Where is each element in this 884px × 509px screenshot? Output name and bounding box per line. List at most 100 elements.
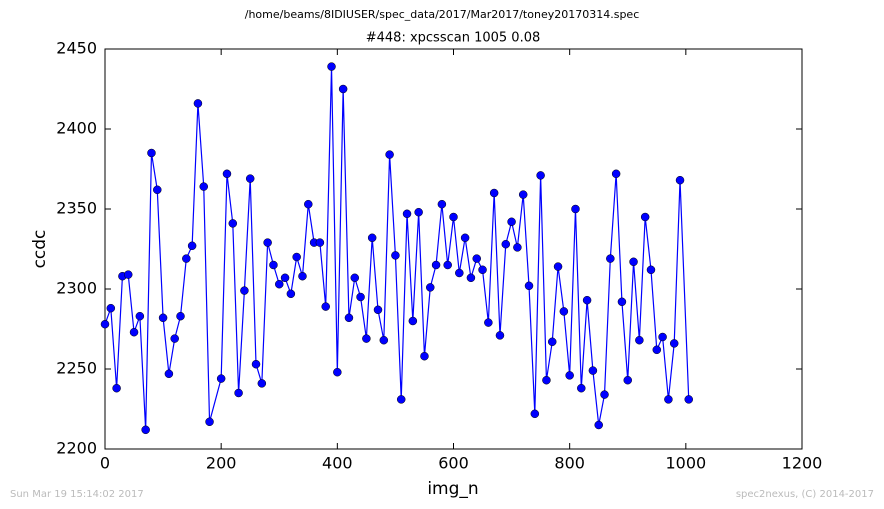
data-point (129, 327, 139, 337)
data-point (251, 359, 261, 369)
data-point (315, 238, 325, 247)
data-point (472, 254, 481, 263)
data-point (600, 390, 609, 399)
data-point (426, 283, 435, 292)
data-point (460, 233, 470, 243)
y-tick-label: 2400 (56, 119, 97, 138)
data-point (216, 374, 226, 383)
data-point (396, 395, 406, 404)
data-point (205, 417, 214, 427)
data-point (158, 313, 168, 323)
x-tick-label: 1000 (665, 454, 706, 473)
data-point (286, 289, 296, 299)
x-tick-label: 0 (100, 454, 110, 473)
data-point (182, 254, 191, 263)
series-line (104, 66, 690, 430)
data-point (420, 351, 429, 361)
y-tick-label: 2450 (56, 39, 97, 58)
data-point (222, 169, 232, 179)
x-tick-label: 600 (438, 454, 469, 473)
data-point (356, 292, 365, 302)
data-point (484, 318, 493, 327)
plot-frame (104, 48, 803, 450)
data-point (684, 395, 693, 404)
data-point (280, 273, 290, 283)
y-axis-label: ccdc (30, 230, 50, 269)
data-point (391, 251, 400, 260)
data-point (478, 265, 487, 275)
data-point (408, 316, 418, 326)
data-point (385, 150, 394, 159)
y-tick-label: 2350 (56, 199, 97, 218)
data-point (234, 388, 243, 398)
data-point (466, 273, 476, 283)
data-point (257, 379, 267, 388)
data-point (414, 207, 423, 217)
data-point (489, 188, 499, 198)
data-point (449, 212, 458, 222)
data-point (646, 265, 656, 275)
data-point (321, 302, 330, 311)
data-point (507, 217, 516, 227)
y-tick-label: 2250 (56, 359, 97, 378)
data-point (100, 319, 110, 329)
x-tick-label: 1200 (782, 454, 823, 473)
data-point (524, 281, 534, 291)
data-point (153, 185, 162, 195)
data-point (565, 371, 574, 380)
data-point (594, 420, 603, 430)
data-point (518, 190, 528, 199)
data-point (582, 295, 592, 305)
data-point (513, 243, 522, 252)
data-point (437, 199, 447, 209)
data-point (187, 241, 197, 251)
data-point (536, 171, 545, 180)
data-point (664, 395, 673, 404)
data-point (658, 332, 667, 342)
y-tick-label: 2200 (56, 439, 97, 458)
data-point (245, 174, 255, 183)
data-point (629, 257, 638, 267)
data-point (240, 286, 249, 295)
data-point (333, 367, 342, 377)
data-point (123, 270, 133, 279)
data-point (304, 199, 313, 209)
data-point (402, 209, 412, 219)
data-point (263, 238, 272, 247)
data-point (455, 268, 464, 278)
y-tick-label: 2300 (56, 279, 97, 298)
data-point (652, 345, 662, 355)
data-point (675, 175, 685, 185)
data-point (292, 252, 301, 262)
data-point (443, 260, 452, 270)
data-point (501, 239, 511, 249)
data-point (367, 233, 377, 243)
x-tick-label: 400 (322, 454, 353, 473)
data-point (164, 369, 174, 379)
data-point (635, 335, 644, 345)
data-point (135, 311, 145, 321)
data-point (431, 260, 441, 270)
data-point (530, 409, 540, 419)
data-point (170, 334, 179, 343)
data-point (193, 99, 203, 108)
data-point (588, 366, 598, 375)
data-point (623, 375, 632, 385)
data-point (176, 311, 185, 321)
suptitle: /home/beams/8IDIUSER/spec_data/2017/Mar2… (245, 8, 640, 21)
data-point (275, 279, 284, 289)
data-point (298, 271, 307, 281)
data-point (559, 307, 569, 316)
x-axis-label: img_n (427, 479, 478, 499)
data-point (344, 313, 354, 323)
data-point (228, 219, 238, 228)
data-point (547, 337, 557, 347)
data-point (362, 334, 371, 343)
data-point (617, 297, 627, 307)
data-point (542, 375, 551, 385)
data-point (106, 303, 116, 313)
data-point (199, 182, 208, 191)
data-point (147, 148, 156, 158)
data-point (669, 339, 679, 348)
